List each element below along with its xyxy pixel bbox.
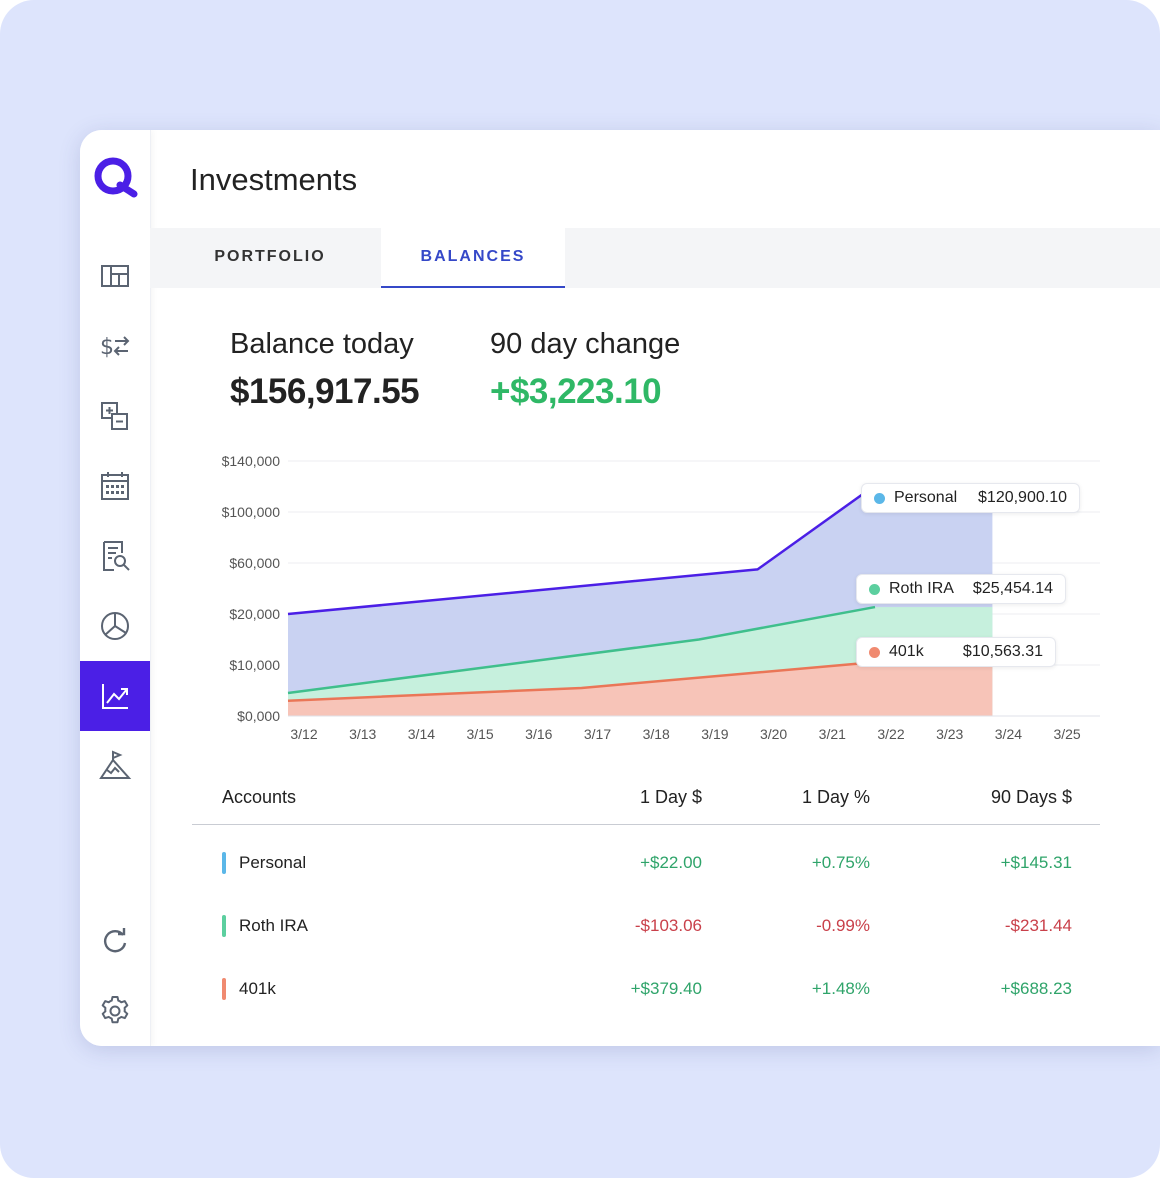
sidebar-item-dashboard[interactable] (80, 241, 150, 311)
x-tick-label: 3/22 (877, 726, 904, 742)
dashboard-icon (101, 265, 129, 287)
x-tick-label: 3/23 (936, 726, 963, 742)
x-tick-label: 3/16 (525, 726, 552, 742)
x-tick-label: 3/19 (701, 726, 728, 742)
sidebar-item-reports[interactable] (80, 521, 150, 591)
table-row[interactable]: Roth IRA -$103.06 -0.99% -$231.44 (192, 907, 1100, 947)
y-tick-label: $0,000 (237, 708, 280, 724)
line-personal (287, 484, 876, 616)
ninety-usd: -$231.44 (1004, 916, 1072, 935)
sidebar-item-goals[interactable] (80, 731, 150, 801)
area-401k (288, 662, 993, 716)
balance-today-label: Balance today (230, 328, 414, 360)
balances-area-chart: $0,000 $10,000 $20,000 $60,000 $100,000 $140,… (222, 453, 1100, 742)
tooltip-401k-value: $10,563.31 (962, 643, 1043, 660)
ninety-usd: +$688.23 (1000, 979, 1072, 998)
svg-text:$: $ (100, 335, 114, 360)
personal-dot (874, 492, 885, 504)
report-search-icon (103, 541, 130, 571)
sidebar-item-budget[interactable] (80, 381, 150, 451)
x-tick-label: 3/20 (760, 726, 787, 742)
x-tick-label: 3/13 (349, 726, 376, 742)
ninety-day-change-label: 90 day change (490, 328, 681, 360)
x-tick-label: 3/18 (643, 726, 670, 742)
x-tick-label: 3/25 (1053, 726, 1080, 742)
day-pct: -0.99% (816, 916, 870, 935)
ninety-usd: +$145.31 (1000, 853, 1072, 872)
main-content: Investments PORTFOLIO BALANCES Balance t… (150, 130, 1160, 1046)
tooltip-personal: Personal $120,900.10 (861, 483, 1080, 513)
header-1-day-pct: 1 Day % (801, 787, 870, 807)
account-name: Personal (239, 853, 307, 872)
x-tick-label: 3/17 (584, 726, 611, 742)
tooltip-roth-ira-value: $25,454.14 (972, 580, 1053, 597)
accounts-table-header: Accounts 1 Day $ 1 Day % 90 Days $ (192, 782, 1100, 825)
app-window: $ (80, 130, 1160, 1046)
day-pct: +1.48% (811, 979, 870, 998)
day-usd: -$103.06 (634, 916, 702, 935)
tooltip-401k: 401k $10,563.31 (856, 637, 1056, 667)
tooltip-roth-ira-label: Roth IRA (889, 580, 954, 597)
table-row[interactable]: 401k +$379.40 +1.48% +$688.23 (192, 970, 1100, 1010)
sidebar-item-spending[interactable] (80, 591, 150, 661)
sidebar-item-transactions[interactable]: $ (80, 311, 150, 381)
line-roth-ira (287, 605, 876, 695)
refresh-icon (104, 928, 127, 953)
dollar-transfer-icon: $ (100, 335, 130, 360)
x-tick-label: 3/15 (466, 726, 493, 742)
chart-y-axis: $0,000 $10,000 $20,000 $60,000 $100,000 $140,… (222, 453, 281, 724)
y-tick-label: $10,000 (229, 657, 280, 673)
header-1-day-usd: 1 Day $ (639, 787, 702, 807)
account-color-bar (222, 978, 226, 1000)
ninety-day-change-value: +$3,223.10 (490, 372, 662, 411)
day-pct: +0.75% (811, 853, 870, 872)
y-tick-label: $20,000 (229, 606, 280, 622)
account-color-bar (222, 915, 226, 937)
account-name: 401k (239, 979, 276, 998)
y-tick-label: $140,000 (222, 453, 281, 469)
q-logo-icon[interactable] (90, 152, 142, 204)
chart-areas (287, 484, 1100, 717)
tab-balances[interactable]: BALANCES (381, 228, 565, 288)
tab-portfolio[interactable]: PORTFOLIO (214, 248, 326, 265)
page-title: Investments (190, 162, 358, 197)
x-tick-label: 3/12 (290, 726, 317, 742)
y-tick-label: $60,000 (229, 555, 280, 571)
table-row[interactable]: Personal +$22.00 +0.75% +$145.31 (192, 844, 1100, 884)
sidebar-item-calendar[interactable] (80, 451, 150, 521)
tooltip-401k-label: 401k (889, 643, 924, 660)
header-90-days-usd: 90 Days $ (990, 787, 1072, 807)
trend-chart-icon (102, 684, 128, 709)
settings-button[interactable] (80, 976, 150, 1046)
tab-bar: PORTFOLIO BALANCES (150, 228, 1160, 288)
401k-dot (869, 646, 880, 658)
x-tick-label: 3/24 (995, 726, 1022, 742)
balance-today-value: $156,917.55 (230, 372, 420, 411)
day-usd: +$22.00 (640, 853, 702, 872)
tooltip-personal-label: Personal (894, 489, 958, 506)
x-tick-label: 3/14 (408, 726, 435, 742)
calendar-icon (101, 472, 129, 500)
refresh-button[interactable] (80, 906, 150, 976)
header-accounts: Accounts (222, 787, 297, 807)
account-name: Roth IRA (239, 916, 308, 935)
line-401k (287, 660, 876, 702)
tooltip-roth-ira: Roth IRA $25,454.14 (856, 574, 1066, 604)
account-color-bar (222, 852, 226, 874)
y-tick-label: $100,000 (222, 504, 281, 520)
sidebar-item-investments[interactable] (80, 661, 150, 731)
day-usd: +$379.40 (630, 979, 702, 998)
roth-ira-dot (869, 583, 880, 595)
tooltip-personal-value: $120,900.10 (978, 489, 1067, 506)
sidebar: $ (80, 130, 151, 1046)
plus-minus-icon (101, 402, 128, 430)
pie-chart-icon (101, 612, 129, 640)
mountain-flag-icon (99, 750, 132, 779)
gear-icon (101, 996, 129, 1024)
chart-x-axis: 3/12 3/13 3/14 3/15 3/16 3/17 3/18 3/19 3/20 3/21… (290, 726, 1081, 742)
x-tick-label: 3/21 (819, 726, 846, 742)
